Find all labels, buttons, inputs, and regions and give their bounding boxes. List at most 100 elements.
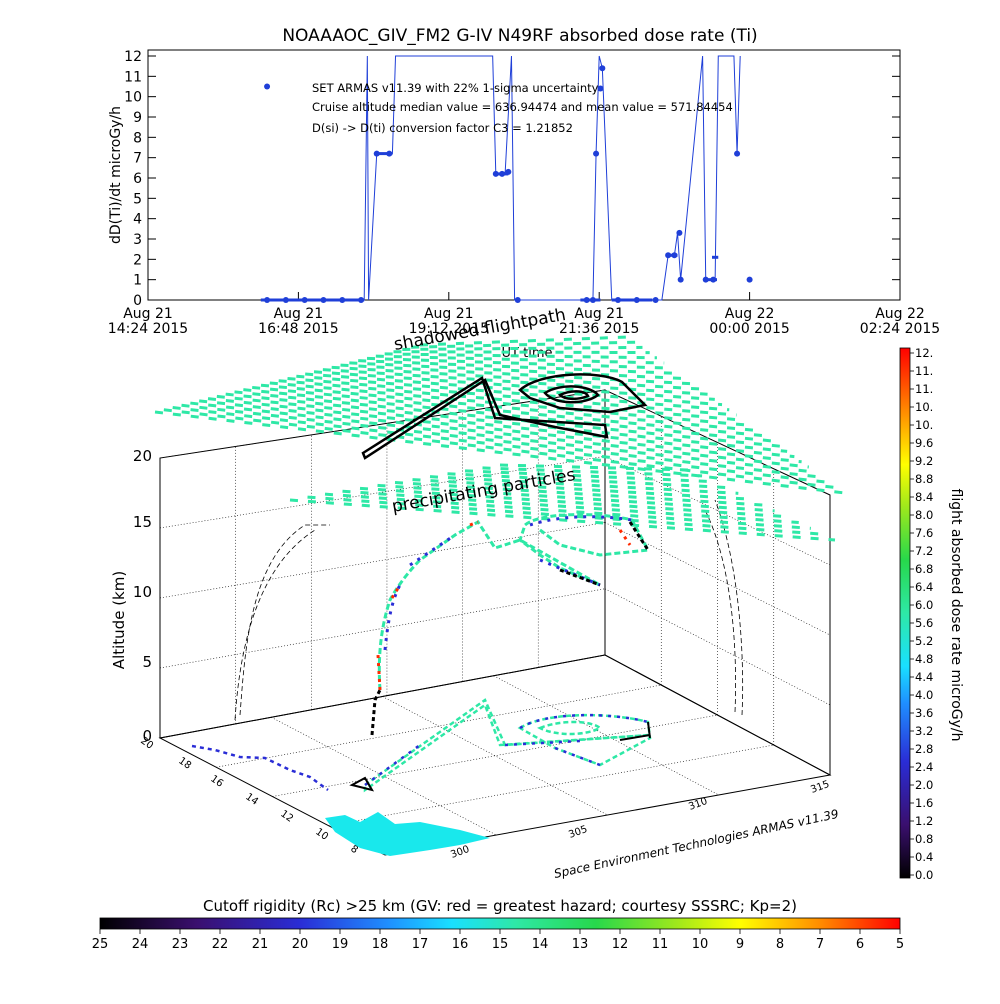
dose-colorbar-tick-label: 2.8 [915,742,933,756]
dose-colorbar-tick-label: 9.6 [915,436,933,450]
right-wall-gridline [604,588,831,706]
dose-point [593,150,600,157]
dose-outlier-point [264,83,271,90]
top-y-tick-label: 6 [133,171,142,187]
shadow-plane-line [349,361,686,381]
dose-colorbar-tick-label: 6.0 [915,598,933,612]
back-wall-right [604,389,831,776]
z-tick-10: 10 [133,583,152,601]
rc-colorbar-tick-label: 9 [736,937,744,952]
dose-point [652,297,659,303]
top-y-tick-label: 7 [133,151,142,167]
dose-colorbar-tick-label: 5.6 [915,616,933,630]
top-y-tick-label: 4 [133,212,142,228]
particle-plane-line [289,498,836,542]
floor-gridline [272,714,718,797]
floor-gridline [216,684,662,768]
top-y-tick-label: 2 [133,252,142,268]
rc-colorbar-tick-label: 12 [612,937,629,952]
shadow-flightpath [361,373,648,460]
top-x-tick-label-time: 19:12 2015 [409,321,489,337]
top-x-tick-label-time: 14:24 2015 [108,321,188,337]
rc-colorbar-tick-label: 7 [816,937,824,952]
lat-tick-10: 10 [313,826,330,842]
top-x-tick-label-time: 02:24 2015 [860,321,940,337]
dose-colorbar-tick-label: 11. [915,364,933,378]
dose-colorbar-label: flight absorbed dose rate microGy/h [948,489,964,742]
shadow-plane-line [172,406,831,485]
dose-colorbar-tick-label: 12. [915,346,933,360]
dose-colorbar-tick-label: 3.6 [915,706,933,720]
shadow-plane-line [340,363,694,386]
shadow-plane-line [163,408,838,490]
dose-colorbar-fill [899,347,911,879]
dose-colorbar-tick-label: 0.8 [915,832,933,846]
z-tick-5: 5 [142,653,152,671]
wall-shadow-left [234,524,330,721]
rc-colorbar-tick-label: 16 [452,937,469,952]
dose-colorbar-tick-label: 0.4 [915,850,933,864]
top-y-tick-label: 10 [124,90,142,106]
left-wall-gridline [159,588,606,669]
dose-colorbar-tick-label: 2.0 [915,778,933,792]
shadow-plane-line [375,354,665,365]
shadow-plane-line [313,370,715,401]
shadow-plane-line [278,379,744,422]
credit-label: Space Environment Technologies ARMAS v11… [553,807,840,881]
shadow-plane [154,335,846,495]
z-tick-20: 20 [133,447,152,465]
flightpath-3d [377,513,651,691]
shadow-plane-line [305,372,723,407]
z-axis-label: Altitude (km) [110,571,128,669]
dose-colorbar-tick-label: 7.6 [915,526,933,540]
shadow-plane-line [216,394,795,459]
shadow-plane-line [331,365,701,391]
rc-colorbar-fill [99,917,901,930]
lon-tick-300: 300 [449,844,471,861]
dose-colorbar-tick-label: 9.2 [915,454,933,468]
dose-colorbar-tick-label: 11. [915,382,933,396]
particle-plane-line [482,466,703,478]
dose-colorbar-tick-label: 3.2 [915,724,933,738]
top-y-axis-label: dD(Ti)/dt microGy/h [108,106,124,244]
dose-point [599,65,606,72]
shadow-plane-line [393,350,650,355]
dose-colorbar-tick-label: 4.8 [915,652,933,666]
rc-colorbar-tick-label: 14 [532,937,549,952]
lon-tick-315: 315 [809,779,831,796]
top-y-tick-label: 3 [133,232,142,248]
dose-colorbar: 12. 11. 11. 10. 10. 9.6 9.2 8.8 8.4 8.0 7.6 7.2 6.8 6… [899,346,933,882]
flightpath-3d-overlay [383,515,633,651]
rc-colorbar-tick-label: 25 [92,937,109,952]
top-y-tick-label: 8 [133,130,142,146]
top-x-tick-label-date: Aug 22 [725,306,775,322]
top-chart-title: NOAAAOC_GIV_FM2 G-IV N49RF absorbed dose… [282,26,757,46]
floor-plane [158,654,832,856]
dose-point [514,297,521,303]
rc-colorbar-tick-label: 6 [856,937,864,952]
shadow-plane-line [269,381,752,427]
particle-plane-line [412,478,751,501]
top-series-layer [260,55,753,303]
z-tick-15: 15 [133,513,152,531]
dose-colorbar-tick-label: 8.8 [915,472,933,486]
rc-colorbar-tick-label: 5 [896,937,904,952]
lat-axis: 20 18 16 14 12 10 8 [138,735,360,856]
rc-colorbar-tick-label: 20 [292,937,309,952]
dose-colorbar-tick-label: 6.8 [915,562,933,576]
flightpath-3d-black [370,521,650,736]
shadow-plane-line [366,356,672,370]
rc-colorbar-label: Cutoff rigidity (Rc) >25 km (GV: red = g… [203,897,797,915]
dose-point [734,150,741,157]
top-annotation-3: D(si) -> D(ti) conversion factor C3 = 1.… [312,121,573,135]
top-x-tick-label-time: 21:36 2015 [559,321,639,337]
top-x-tick-label-date: Aug 21 [274,306,324,322]
rc-colorbar-tick-label: 22 [212,937,229,952]
left-wall-gridline [159,654,606,739]
dose-point [677,276,684,283]
rc-colorbar-tick-label: 13 [572,937,589,952]
